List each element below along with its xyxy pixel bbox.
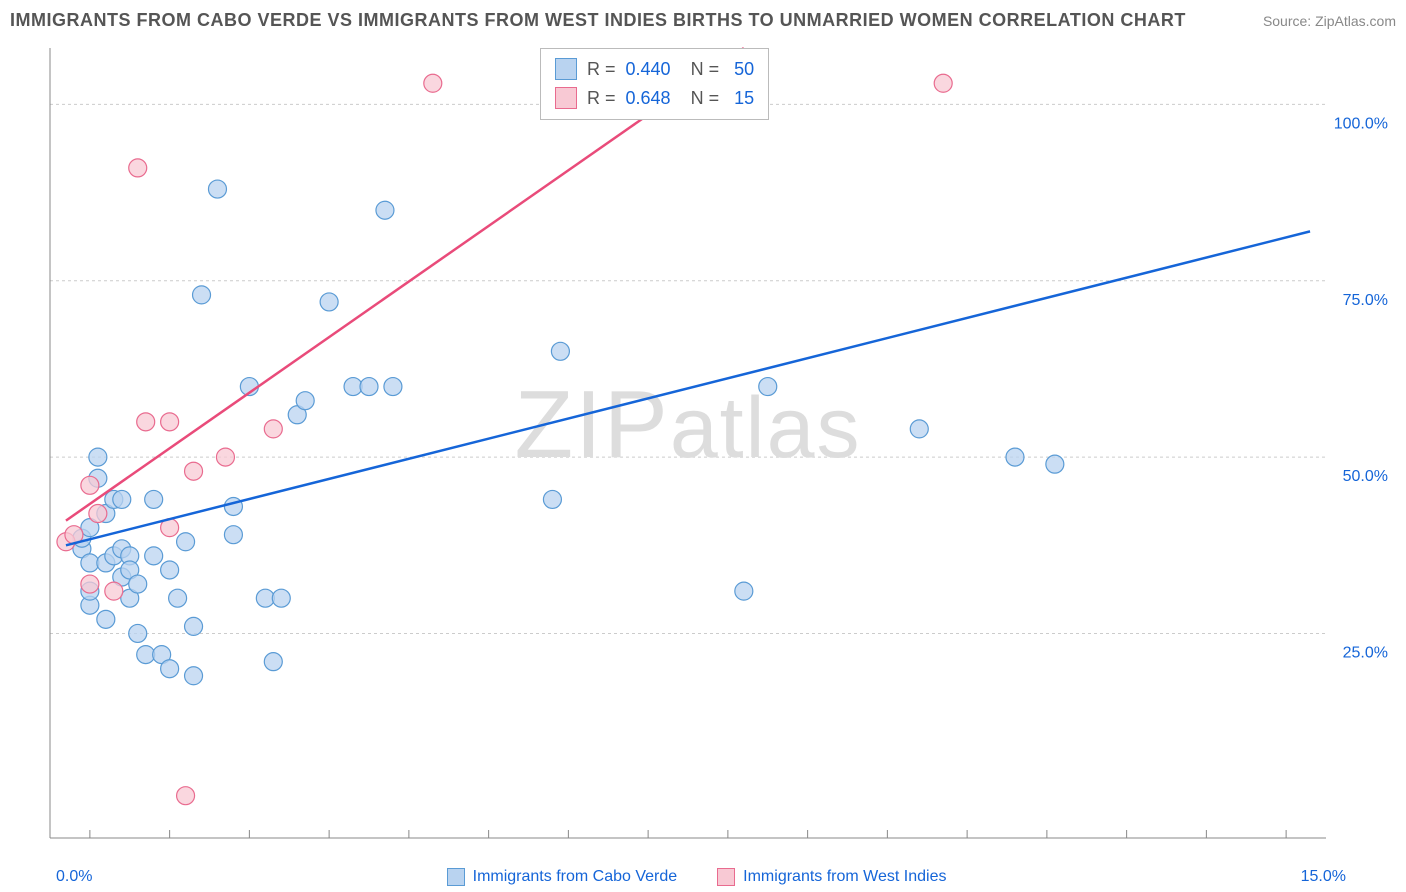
legend-swatch: [555, 58, 577, 80]
legend-r-label: R =: [587, 55, 616, 84]
data-point: [360, 378, 378, 396]
svg-text:100.0%: 100.0%: [1334, 115, 1388, 132]
data-point: [216, 448, 234, 466]
x-axis-min-label: 0.0%: [56, 868, 92, 886]
legend-swatch: [447, 868, 465, 886]
data-point: [296, 392, 314, 410]
data-point: [185, 617, 203, 635]
bottom-legend-bar: 0.0% Immigrants from Cabo VerdeImmigrant…: [0, 868, 1406, 886]
data-point: [129, 575, 147, 593]
series-name: Immigrants from Cabo Verde: [473, 868, 678, 885]
data-point: [256, 589, 274, 607]
data-point: [145, 490, 163, 508]
data-point: [193, 286, 211, 304]
data-point: [81, 476, 99, 494]
data-point: [376, 201, 394, 219]
data-point: [759, 378, 777, 396]
data-point: [89, 448, 107, 466]
data-point: [934, 74, 952, 92]
data-point: [910, 420, 928, 438]
x-axis-max-label: 15.0%: [1301, 868, 1346, 886]
data-point: [161, 561, 179, 579]
data-point: [344, 378, 362, 396]
data-point: [129, 159, 147, 177]
legend-swatch: [717, 868, 735, 886]
data-point: [320, 293, 338, 311]
data-point: [129, 624, 147, 642]
data-point: [551, 342, 569, 360]
data-point: [185, 462, 203, 480]
legend-swatch: [555, 87, 577, 109]
data-point: [161, 660, 179, 678]
data-point: [97, 610, 115, 628]
source-label: Source: ZipAtlas.com: [1263, 13, 1396, 29]
chart-area: 25.0%50.0%75.0%100.0%ZIPatlas: [46, 44, 1396, 856]
data-point: [264, 653, 282, 671]
series-legend: Immigrants from Cabo Verde Immigrants fro…: [447, 868, 947, 886]
svg-text:75.0%: 75.0%: [1343, 292, 1388, 309]
legend-row: R = 0.440 N = 50: [555, 55, 754, 84]
series-legend-item: Immigrants from Cabo Verde: [447, 868, 678, 886]
data-point: [185, 667, 203, 685]
data-point: [264, 420, 282, 438]
series-name: Immigrants from West Indies: [743, 868, 946, 885]
svg-text:50.0%: 50.0%: [1343, 468, 1388, 485]
data-point: [161, 413, 179, 431]
data-point: [137, 413, 155, 431]
data-point: [543, 490, 561, 508]
data-point: [89, 505, 107, 523]
legend-r-value: 0.648: [626, 84, 671, 113]
series-legend-item: Immigrants from West Indies: [717, 868, 946, 886]
legend-n-label: N =: [681, 55, 720, 84]
legend-r-value: 0.440: [626, 55, 671, 84]
scatter-chart-svg: 25.0%50.0%75.0%100.0%ZIPatlas: [46, 44, 1396, 856]
correlation-legend: R = 0.440 N = 50R = 0.648 N = 15: [540, 48, 769, 120]
legend-n-value: 50: [729, 55, 754, 84]
data-point: [208, 180, 226, 198]
data-point: [81, 575, 99, 593]
data-point: [177, 787, 195, 805]
data-point: [1046, 455, 1064, 473]
data-point: [1006, 448, 1024, 466]
data-point: [81, 554, 99, 572]
data-point: [735, 582, 753, 600]
data-point: [137, 646, 155, 664]
chart-title: IMMIGRANTS FROM CABO VERDE VS IMMIGRANTS…: [10, 10, 1186, 31]
data-point: [177, 533, 195, 551]
data-point: [105, 582, 123, 600]
data-point: [224, 526, 242, 544]
data-point: [169, 589, 187, 607]
data-point: [272, 589, 290, 607]
svg-text:25.0%: 25.0%: [1343, 644, 1388, 661]
data-point: [113, 490, 131, 508]
legend-n-label: N =: [681, 84, 720, 113]
data-point: [384, 378, 402, 396]
legend-n-value: 15: [729, 84, 754, 113]
data-point: [424, 74, 442, 92]
legend-r-label: R =: [587, 84, 616, 113]
data-point: [145, 547, 163, 565]
legend-row: R = 0.648 N = 15: [555, 84, 754, 113]
